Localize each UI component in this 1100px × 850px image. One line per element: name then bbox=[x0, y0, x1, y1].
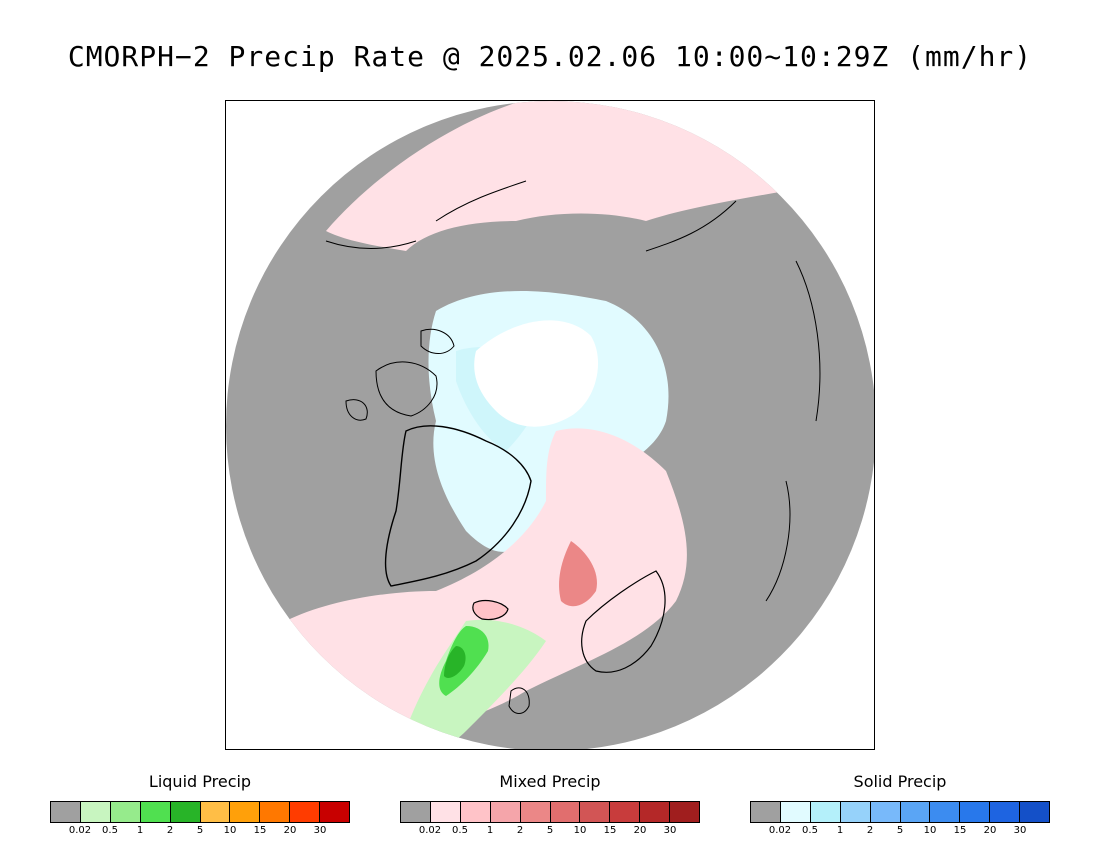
colorbar-swatch bbox=[230, 802, 261, 822]
colorbar-tick-label: 15 bbox=[253, 825, 267, 836]
legend-title-solid: Solid Precip bbox=[853, 772, 947, 791]
colorbar-swatch bbox=[930, 802, 961, 822]
colorbar-swatch bbox=[840, 802, 871, 822]
colorbar-ticks-solid: 0.02 0.5 1 2 5 10 15 20 30 bbox=[750, 825, 1050, 839]
colorbar-tick-label: 1 bbox=[136, 825, 144, 836]
colorbar-swatch bbox=[401, 802, 431, 822]
colorbar-liquid bbox=[50, 801, 350, 823]
colorbar-swatch bbox=[290, 802, 321, 822]
mixed-precip-region-north bbox=[326, 101, 786, 251]
colorbar-swatch bbox=[490, 802, 521, 822]
scandinavia-coastline bbox=[581, 570, 666, 673]
colorbar-swatch bbox=[430, 802, 461, 822]
colorbar-tick-label: 30 bbox=[1013, 825, 1027, 836]
liquid-precip-region bbox=[396, 619, 546, 749]
colorbar-swatch bbox=[960, 802, 991, 822]
mixed-precip-region-atlantic bbox=[286, 428, 687, 730]
colorbar-tick-label: 0.5 bbox=[102, 825, 118, 836]
mixed-precip-legend: Mixed Precip 0.02 0.5 1 2 5 10 15 20 30 bbox=[400, 772, 700, 839]
colorbar-tick-label: 0.5 bbox=[452, 825, 468, 836]
colorbar-ticks-liquid: 0.02 0.5 1 2 5 10 15 20 30 bbox=[50, 825, 350, 839]
mixed-precip-band bbox=[559, 541, 597, 607]
colorbar-tick-label: 30 bbox=[313, 825, 327, 836]
colorbar-swatch bbox=[900, 802, 931, 822]
colorbar-swatch bbox=[170, 802, 201, 822]
colorbar-tick-label: 0.02 bbox=[68, 825, 92, 836]
arctic-archipelago-coastline bbox=[345, 328, 455, 421]
colorbar-ticks-mixed: 0.02 0.5 1 2 5 10 15 20 30 bbox=[400, 825, 700, 839]
colorbar-swatch bbox=[140, 802, 171, 822]
colorbar-tick-label: 0.02 bbox=[418, 825, 442, 836]
colorbar-swatch bbox=[751, 802, 781, 822]
liquid-precip-heavy bbox=[444, 646, 466, 678]
bering-coastline bbox=[325, 180, 527, 249]
colorbar-tick-label: 10 bbox=[223, 825, 237, 836]
colorbar-swatch bbox=[110, 802, 141, 822]
colorbar-swatch bbox=[320, 802, 350, 822]
colorbar-tick-label: 30 bbox=[663, 825, 677, 836]
colorbar-swatch bbox=[80, 802, 111, 822]
solid-precip-legend: Solid Precip 0.02 0.5 1 2 5 10 15 20 30 bbox=[750, 772, 1050, 839]
colorbar-tick-label: 2 bbox=[516, 825, 524, 836]
pole-no-data bbox=[474, 320, 599, 427]
colorbar-tick-label: 2 bbox=[866, 825, 874, 836]
iceland-coastline bbox=[472, 599, 509, 621]
colorbar-swatch bbox=[780, 802, 811, 822]
colorbar-tick-label: 15 bbox=[603, 825, 617, 836]
colorbar-mixed bbox=[400, 801, 700, 823]
colorbar-swatch bbox=[200, 802, 231, 822]
colorbar-tick-label: 20 bbox=[283, 825, 297, 836]
colorbar-tick-label: 1 bbox=[836, 825, 844, 836]
greenland-coastline bbox=[384, 425, 532, 587]
polar-map bbox=[225, 100, 875, 750]
colorbar-swatch bbox=[1020, 802, 1050, 822]
colorbar-swatch bbox=[640, 802, 671, 822]
legend-title-liquid: Liquid Precip bbox=[148, 772, 252, 791]
colorbar-swatch bbox=[870, 802, 901, 822]
colorbar-tick-label: 1 bbox=[486, 825, 494, 836]
colorbar-tick-label: 5 bbox=[196, 825, 204, 836]
colorbar-tick-label: 0.02 bbox=[768, 825, 792, 836]
colorbar-swatch bbox=[810, 802, 841, 822]
colorbar-swatch bbox=[260, 802, 291, 822]
colorbar-swatch bbox=[610, 802, 641, 822]
colorbar-swatch bbox=[670, 802, 700, 822]
colorbar-tick-label: 0.5 bbox=[802, 825, 818, 836]
colorbar-swatch bbox=[520, 802, 551, 822]
eurasia-coastline bbox=[645, 200, 821, 602]
liquid-precip-legend: Liquid Precip 0.02 0.5 1 2 5 10 15 20 30 bbox=[50, 772, 350, 839]
british-isles-coastline bbox=[508, 687, 530, 714]
colorbar-tick-label: 5 bbox=[896, 825, 904, 836]
colorbar-swatch bbox=[990, 802, 1021, 822]
colorbar-tick-label: 20 bbox=[633, 825, 647, 836]
colorbar-swatch bbox=[580, 802, 611, 822]
colorbar-swatch bbox=[550, 802, 581, 822]
colorbar-tick-label: 10 bbox=[573, 825, 587, 836]
colorbar-tick-label: 2 bbox=[166, 825, 174, 836]
colorbar-swatch bbox=[51, 802, 81, 822]
polar-map-graphic bbox=[226, 101, 874, 749]
colorbar-tick-label: 15 bbox=[953, 825, 967, 836]
legend-title-mixed: Mixed Precip bbox=[499, 772, 601, 791]
colorbar-tick-label: 5 bbox=[546, 825, 554, 836]
colorbar-tick-label: 10 bbox=[923, 825, 937, 836]
colorbar-swatch bbox=[460, 802, 491, 822]
colorbar-tick-label: 20 bbox=[983, 825, 997, 836]
map-title: CMORPH−2 Precip Rate @ 2025.02.06 10:00~… bbox=[67, 40, 1033, 73]
colorbar-solid bbox=[750, 801, 1050, 823]
